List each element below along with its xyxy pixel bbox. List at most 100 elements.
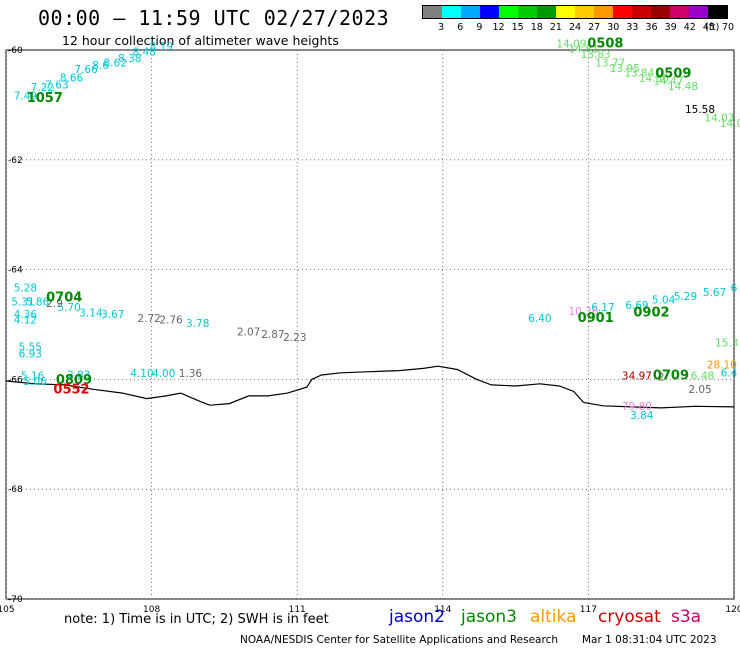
wave-height-label: 3.14	[79, 307, 103, 319]
color-scale-tick: 42	[683, 22, 696, 33]
color-scale-tick: 39	[664, 22, 677, 33]
wave-height-label: 2.05	[688, 384, 711, 396]
color-scale-bar	[422, 5, 728, 19]
wave-height-label: 13.84	[624, 67, 654, 79]
page-subtitle: 12 hour collection of altimeter wave hei…	[62, 33, 339, 48]
color-swatch	[499, 6, 518, 18]
lon-tick-label: 111	[289, 605, 306, 615]
wave-height-label: 79.80	[622, 401, 652, 413]
wave-height-label: 8.19	[150, 41, 173, 53]
color-scale-tick: 12	[492, 22, 505, 33]
color-swatch	[575, 6, 594, 18]
pass-time-label: 1057	[27, 91, 63, 106]
color-swatch	[613, 6, 632, 18]
wave-height-label: 1.36	[179, 368, 203, 380]
credit-date: Mar 1 08:31:04 UTC 2023	[582, 634, 717, 646]
color-swatch	[594, 6, 613, 18]
wave-height-label: 6.93	[19, 348, 42, 360]
wave-height-label: 5.28	[14, 283, 37, 295]
wave-height-label: 7.63	[45, 79, 68, 91]
lon-tick-label: 117	[580, 605, 597, 615]
wave-height-label: 8.6	[92, 60, 109, 72]
color-scale-tick: 21	[549, 22, 562, 33]
wave-height-label: 5.29	[674, 291, 697, 303]
color-swatch	[632, 6, 651, 18]
wave-height-label: 28.10	[707, 359, 737, 371]
wave-height-label: 5.86	[26, 296, 50, 308]
wave-height-label: 4.00	[152, 368, 175, 380]
lat-tick-label: -60	[8, 46, 23, 56]
wave-height-label: 34.97	[622, 370, 652, 382]
color-swatch	[537, 6, 556, 18]
wave-height-label: 13.77	[595, 57, 625, 69]
wave-height-label: 5.06	[23, 376, 47, 388]
wave-height-label: 14.48	[668, 81, 698, 93]
wave-height-label: 5.31	[11, 296, 34, 308]
wave-height-label: 8.38	[118, 53, 141, 65]
pass-time-label: 0508	[587, 36, 623, 51]
color-swatch	[651, 6, 670, 18]
credit-line: NOAA/NESDIS Center for Satellite Applica…	[240, 634, 558, 646]
wave-height-label: 8.66	[60, 72, 84, 84]
color-scale-tick: 24	[568, 22, 582, 33]
pass-time-label: 0901	[578, 311, 614, 326]
lon-tick-label: 114	[434, 605, 451, 615]
color-scale-tick: 27	[588, 22, 601, 33]
pass-time-label: 0709	[653, 368, 689, 383]
wave-height-label: 5.55	[19, 341, 42, 353]
wave-height-label: 2.87	[261, 329, 284, 341]
wave-height-label: 4.10	[130, 368, 153, 380]
color-swatch	[423, 6, 442, 18]
wave-height-label: 6.17	[591, 302, 614, 314]
color-scale-tick: 9	[476, 22, 483, 33]
lat-tick-label: -68	[8, 485, 23, 495]
wave-height-label: 2.23	[283, 332, 306, 344]
color-swatch	[670, 6, 689, 18]
wave-height-label: 5.04	[652, 295, 676, 307]
wave-height-label: 5.16	[21, 370, 45, 382]
coastline	[5, 365, 735, 409]
wave-height-label: 14.03	[704, 112, 734, 124]
pass-time-label: 0509	[655, 66, 691, 81]
wave-height-label: 14.30	[639, 73, 669, 85]
wave-height-label: 6.69	[625, 300, 648, 312]
wave-height-label: 13.95	[610, 63, 640, 75]
color-swatch	[518, 6, 537, 18]
color-scale-tick: 45	[702, 22, 715, 33]
wave-height-label: 2.9	[46, 298, 63, 310]
lat-tick-label: -70	[8, 595, 23, 605]
wave-height-label: 4.12	[14, 314, 37, 326]
legend-jason2: jason2	[389, 607, 445, 627]
color-swatch	[461, 6, 480, 18]
legend-s3a: s3a	[671, 607, 702, 627]
wave-height-label: 14.0	[720, 118, 740, 130]
wave-height-label: 6.40	[528, 313, 551, 325]
wave-height-label: 15.58	[685, 104, 715, 116]
wave-height-label: 7.22	[31, 82, 54, 94]
lat-tick-label: -62	[8, 156, 23, 166]
color-swatch	[708, 6, 727, 18]
wave-height-label: 14.81	[569, 44, 599, 56]
footer-note: note: 1) Time is in UTC; 2) SWH is in fe…	[64, 612, 329, 627]
color-scale-unit: (ft)	[705, 22, 720, 33]
wave-height-label: 2	[658, 371, 665, 383]
wave-height-label: 5.67	[703, 287, 726, 299]
wave-height-label: 6.48	[691, 370, 714, 382]
wave-height-label: 4.36	[14, 309, 38, 321]
wave-height-label: 14.47	[653, 76, 683, 88]
page-title: 00:00 – 11:59 UTC 02/27/2023	[38, 6, 390, 30]
color-scale-tick: 15	[511, 22, 524, 33]
map-frame	[5, 49, 735, 600]
color-swatch	[442, 6, 461, 18]
color-scale-tick: 36	[645, 22, 658, 33]
wave-height-label: 2.72	[137, 313, 160, 325]
legend-jason3: jason3	[461, 607, 517, 627]
wave-height-label: 6	[731, 283, 738, 295]
wave-height-label: 5.70	[57, 302, 80, 314]
wave-height-label: 6.4	[721, 368, 738, 380]
lon-tick-label: 120	[725, 605, 740, 615]
wave-height-label: 8.62	[104, 57, 127, 69]
color-scale-tick: 18	[530, 22, 543, 33]
color-scale-tick: 30	[607, 22, 620, 33]
wave-height-label: 7.66	[74, 64, 98, 76]
